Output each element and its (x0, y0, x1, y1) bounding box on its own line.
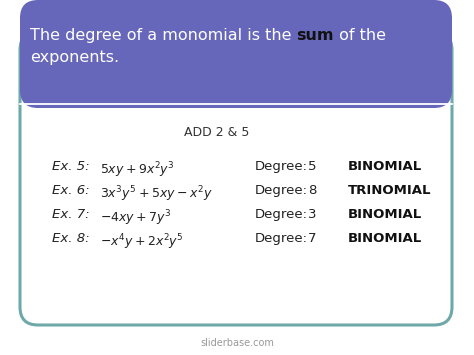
Text: BINOMIAL: BINOMIAL (348, 208, 422, 221)
Text: 5: 5 (308, 160, 317, 173)
Text: Degree:: Degree: (255, 232, 308, 245)
FancyBboxPatch shape (20, 0, 452, 108)
Text: exponents.: exponents. (30, 50, 119, 65)
Text: $-4xy + 7y^{3}$: $-4xy + 7y^{3}$ (100, 208, 172, 228)
Text: Degree:: Degree: (255, 208, 308, 221)
Text: Ex. 5:: Ex. 5: (52, 160, 90, 173)
Text: $3x^{3}y^{5} + 5xy - x^{2}y$: $3x^{3}y^{5} + 5xy - x^{2}y$ (100, 184, 212, 204)
Text: Ex. 6:: Ex. 6: (52, 184, 90, 197)
Text: 3: 3 (308, 208, 317, 221)
Text: Ex. 8:: Ex. 8: (52, 232, 90, 245)
Text: sum: sum (297, 28, 334, 43)
Text: BINOMIAL: BINOMIAL (348, 232, 422, 245)
Text: sliderbase.com: sliderbase.com (200, 338, 274, 348)
Text: ADD 2 & 5: ADD 2 & 5 (184, 126, 250, 139)
Text: BINOMIAL: BINOMIAL (348, 160, 422, 173)
FancyBboxPatch shape (20, 32, 452, 325)
Text: $-x^{4}y + 2x^{2}y^{5}$: $-x^{4}y + 2x^{2}y^{5}$ (100, 232, 184, 252)
Text: $5xy + 9x^{2}y^{3}$: $5xy + 9x^{2}y^{3}$ (100, 160, 175, 180)
Text: 7: 7 (308, 232, 317, 245)
Text: Degree:: Degree: (255, 184, 308, 197)
Text: 8: 8 (308, 184, 316, 197)
Text: Degree:: Degree: (255, 160, 308, 173)
Text: TRINOMIAL: TRINOMIAL (348, 184, 431, 197)
Text: Ex. 7:: Ex. 7: (52, 208, 90, 221)
Text: The degree of a monomial is the: The degree of a monomial is the (30, 28, 297, 43)
Text: of the: of the (334, 28, 386, 43)
